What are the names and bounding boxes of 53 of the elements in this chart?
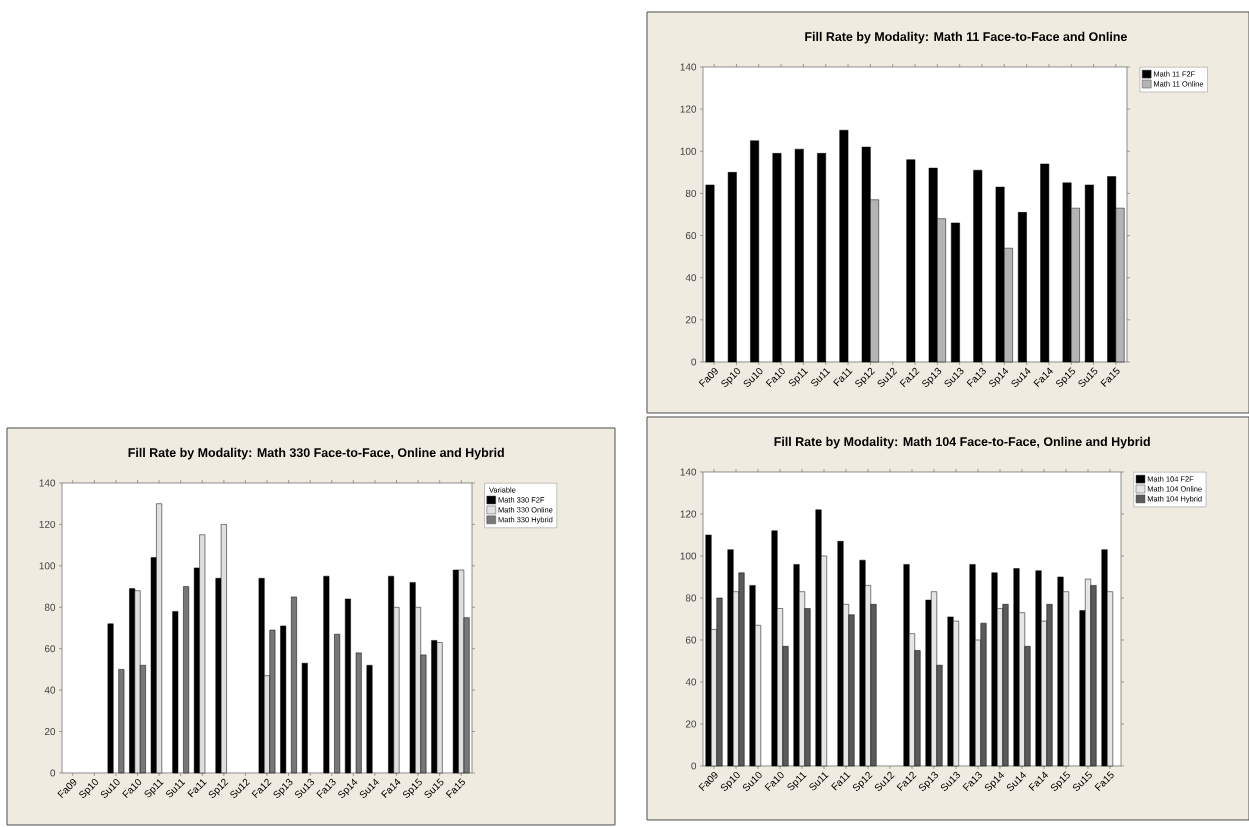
bar bbox=[1084, 184, 1094, 363]
bar bbox=[969, 564, 976, 767]
y-tick-label: 40 bbox=[44, 686, 56, 694]
bar bbox=[727, 549, 734, 767]
bar bbox=[301, 662, 308, 774]
bar bbox=[705, 534, 712, 767]
y-tick-label: 20 bbox=[685, 720, 697, 728]
bar bbox=[1040, 163, 1050, 363]
y-tick-label: 80 bbox=[685, 189, 697, 197]
bar bbox=[727, 172, 737, 363]
y-tick-label: 120 bbox=[680, 105, 697, 113]
chart-title: Fill Rate by Modality: Math 104 Face-to-Face, Online and Hybrid bbox=[774, 436, 1150, 449]
y-tick-label: 60 bbox=[44, 645, 56, 653]
bar bbox=[323, 575, 330, 774]
y-tick-label: 0 bbox=[691, 358, 697, 366]
bar bbox=[172, 611, 179, 774]
bar bbox=[1035, 570, 1042, 767]
y-tick-label: 80 bbox=[685, 594, 697, 602]
bar bbox=[772, 153, 782, 363]
y-tick-label: 20 bbox=[44, 728, 56, 736]
bar bbox=[107, 623, 114, 774]
y-tick-label: 100 bbox=[39, 562, 56, 570]
y-tick-label: 0 bbox=[691, 762, 697, 770]
y-tick-label: 100 bbox=[680, 552, 697, 560]
chart-title: Fill Rate by Modality: Math 11 Face-to-Face and Online bbox=[805, 31, 1127, 44]
y-tick-label: 60 bbox=[685, 232, 697, 240]
y-tick-label: 120 bbox=[39, 520, 56, 528]
chart-title: Fill Rate by Modality: Math 330 Face-to-Face, Online and Hybrid bbox=[128, 447, 504, 460]
bar bbox=[366, 665, 373, 774]
bar bbox=[344, 598, 351, 774]
bar bbox=[794, 148, 804, 363]
y-tick-label: 0 bbox=[50, 769, 56, 777]
bar bbox=[973, 169, 983, 363]
bar bbox=[951, 222, 960, 363]
y-tick-label: 60 bbox=[685, 636, 697, 644]
y-tick-label: 40 bbox=[685, 678, 697, 686]
bar bbox=[280, 625, 287, 774]
bar bbox=[1017, 212, 1027, 363]
y-tick-label: 120 bbox=[680, 510, 697, 518]
bar bbox=[991, 572, 998, 767]
bar bbox=[839, 129, 849, 363]
y-tick-label: 140 bbox=[680, 63, 697, 71]
y-tick-label: 40 bbox=[685, 274, 697, 282]
y-tick-label: 140 bbox=[39, 479, 56, 487]
y-tick-label: 140 bbox=[680, 468, 697, 476]
bar bbox=[705, 184, 715, 363]
bar bbox=[258, 578, 265, 774]
y-tick-label: 80 bbox=[44, 603, 56, 611]
bar bbox=[906, 159, 916, 363]
bar bbox=[750, 140, 760, 363]
y-tick-label: 20 bbox=[685, 316, 697, 324]
y-tick-label: 100 bbox=[680, 147, 697, 155]
bar bbox=[817, 153, 826, 363]
